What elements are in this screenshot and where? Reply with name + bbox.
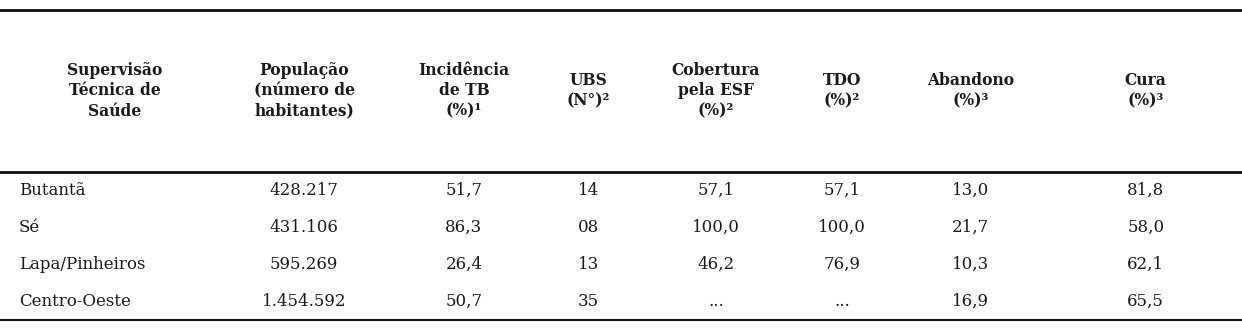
Text: 35: 35 xyxy=(578,293,599,310)
Text: 10,3: 10,3 xyxy=(953,256,989,273)
Text: 76,9: 76,9 xyxy=(823,256,861,273)
Text: Abandono
(%)³: Abandono (%)³ xyxy=(927,72,1015,109)
Text: 46,2: 46,2 xyxy=(698,256,734,273)
Text: 08: 08 xyxy=(578,219,599,236)
Text: 428.217: 428.217 xyxy=(270,182,339,199)
Text: 431.106: 431.106 xyxy=(270,219,339,236)
Text: 100,0: 100,0 xyxy=(818,219,866,236)
Text: ...: ... xyxy=(708,293,724,310)
Text: Cobertura
pela ESF
(%)²: Cobertura pela ESF (%)² xyxy=(672,62,760,119)
Text: Sé: Sé xyxy=(19,219,40,236)
Text: 57,1: 57,1 xyxy=(698,182,734,199)
Text: 21,7: 21,7 xyxy=(953,219,989,236)
Text: 86,3: 86,3 xyxy=(446,219,482,236)
Text: 58,0: 58,0 xyxy=(1128,219,1164,236)
Text: Butantã: Butantã xyxy=(19,182,86,199)
Text: Cura
(%)³: Cura (%)³ xyxy=(1125,72,1166,109)
Text: TDO
(%)²: TDO (%)² xyxy=(823,72,861,109)
Text: 595.269: 595.269 xyxy=(270,256,339,273)
Text: 16,9: 16,9 xyxy=(953,293,989,310)
Text: 14: 14 xyxy=(578,182,599,199)
Text: 26,4: 26,4 xyxy=(446,256,482,273)
Text: População
(número de
habitantes): População (número de habitantes) xyxy=(253,62,355,119)
Text: 65,5: 65,5 xyxy=(1128,293,1164,310)
Text: Incidência
de TB
(%)¹: Incidência de TB (%)¹ xyxy=(419,62,509,119)
Text: 100,0: 100,0 xyxy=(692,219,740,236)
Text: 81,8: 81,8 xyxy=(1128,182,1164,199)
Text: 57,1: 57,1 xyxy=(823,182,861,199)
Text: ...: ... xyxy=(835,293,850,310)
Text: Centro-Oeste: Centro-Oeste xyxy=(19,293,130,310)
Text: Lapa/Pinheiros: Lapa/Pinheiros xyxy=(19,256,145,273)
Text: 50,7: 50,7 xyxy=(446,293,482,310)
Text: 51,7: 51,7 xyxy=(446,182,482,199)
Text: 62,1: 62,1 xyxy=(1128,256,1164,273)
Text: UBS
(N°)²: UBS (N°)² xyxy=(566,72,610,109)
Text: 13,0: 13,0 xyxy=(953,182,989,199)
Text: 13: 13 xyxy=(578,256,599,273)
Text: 1.454.592: 1.454.592 xyxy=(262,293,347,310)
Text: Supervisão
Técnica de
Saúde: Supervisão Técnica de Saúde xyxy=(67,62,163,119)
